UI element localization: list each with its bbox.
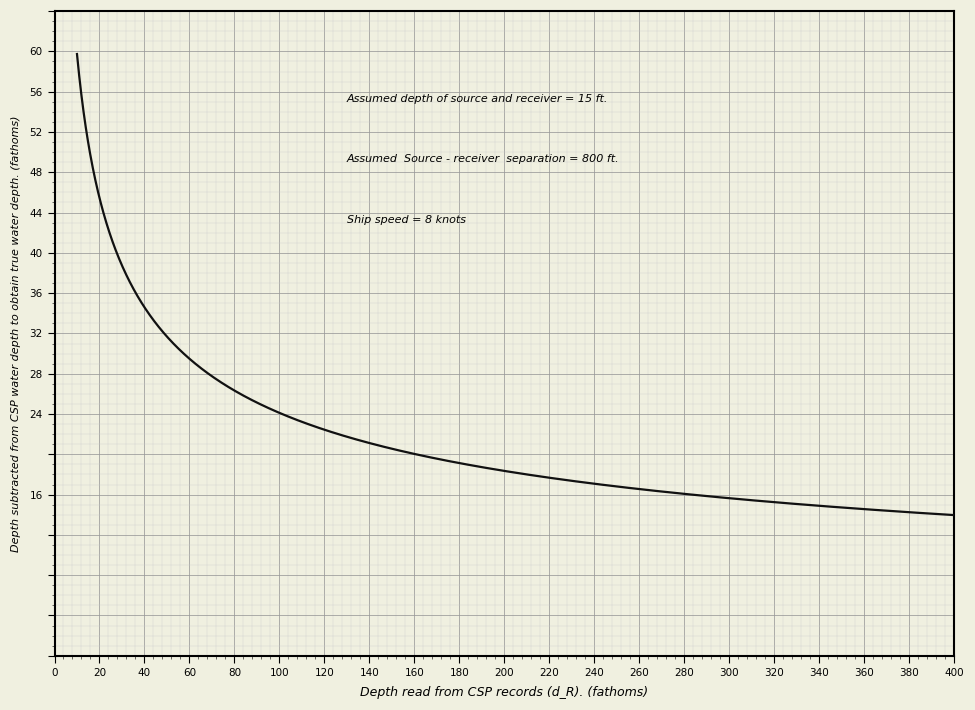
Y-axis label: Depth subtracted from CSP water depth to obtain true water depth. (fathoms): Depth subtracted from CSP water depth to… bbox=[11, 115, 21, 552]
Text: Ship speed = 8 knots: Ship speed = 8 knots bbox=[347, 214, 466, 224]
X-axis label: Depth read from CSP records (d_R). (fathoms): Depth read from CSP records (d_R). (fath… bbox=[360, 686, 648, 699]
Text: Assumed  Source - receiver  separation = 800 ft.: Assumed Source - receiver separation = 8… bbox=[347, 154, 619, 164]
Text: Assumed depth of source and receiver = 15 ft.: Assumed depth of source and receiver = 1… bbox=[347, 94, 608, 104]
